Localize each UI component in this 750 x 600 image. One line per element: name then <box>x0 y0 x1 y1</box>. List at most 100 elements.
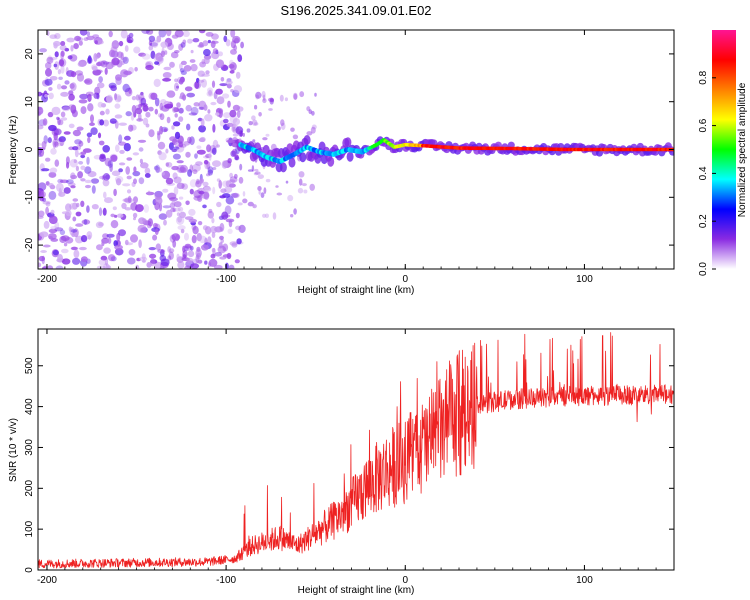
noise-blob <box>50 226 58 230</box>
noise-blob <box>254 171 261 175</box>
noise-blob <box>220 188 227 193</box>
noise-blob <box>148 247 156 251</box>
y-tick-label: 100 <box>24 520 35 537</box>
noise-blob <box>49 34 57 39</box>
noise-blob <box>158 152 167 161</box>
noise-blob <box>207 109 211 114</box>
noise-blob <box>165 162 173 168</box>
noise-blob <box>165 177 174 185</box>
noise-blob <box>213 264 223 269</box>
noise-blob <box>159 125 164 135</box>
noise-blob <box>47 137 52 144</box>
noise-blob <box>97 101 104 108</box>
noise-blob <box>222 243 229 252</box>
noise-blob <box>45 68 52 77</box>
noise-blob <box>95 69 103 74</box>
noise-blob <box>45 62 52 70</box>
noise-blob <box>52 249 59 256</box>
noise-blob <box>187 169 193 177</box>
noise-blob <box>234 37 240 44</box>
noise-blob <box>180 60 187 66</box>
noise-blob <box>77 61 86 67</box>
noise-blob <box>154 61 160 65</box>
noise-blob <box>86 205 90 213</box>
noise-blob <box>46 56 54 64</box>
noise-blob <box>70 185 76 189</box>
noise-blob <box>179 68 185 73</box>
noise-blob <box>287 194 294 202</box>
noise-blob <box>48 228 58 234</box>
noise-blob <box>219 256 227 260</box>
x-tick-label: -100 <box>216 575 236 586</box>
noise-blob <box>210 225 218 234</box>
noise-blob <box>87 103 94 112</box>
noise-blob <box>71 246 78 250</box>
noise-blob <box>171 233 181 241</box>
noise-blob <box>74 70 84 76</box>
x-tick-label: 0 <box>402 575 408 586</box>
noise-blob <box>65 156 70 165</box>
noise-blob <box>149 253 157 259</box>
noise-blob <box>208 208 213 214</box>
noise-blob <box>103 247 111 254</box>
noise-blob <box>196 145 202 149</box>
noise-blob <box>235 225 242 231</box>
colorbar-tick-label: 0.2 <box>698 214 709 228</box>
noise-blob <box>153 53 163 62</box>
noise-blob <box>158 30 167 38</box>
noise-blob <box>172 106 177 113</box>
noise-blob <box>219 83 228 87</box>
noise-blob <box>114 244 123 250</box>
noise-blob <box>157 249 166 254</box>
noise-blob <box>298 171 305 178</box>
noise-blob <box>75 165 79 172</box>
x-tick-label: -200 <box>37 575 57 586</box>
noise-blob <box>169 234 176 243</box>
noise-blob <box>177 261 185 269</box>
noise-blob <box>110 44 119 49</box>
noise-blob <box>178 142 184 148</box>
noise-blob <box>38 124 44 130</box>
noise-blob <box>59 138 65 147</box>
noise-blob <box>60 65 65 74</box>
noise-blob <box>122 56 129 64</box>
noise-blob <box>61 258 71 265</box>
noise-blob <box>161 171 165 176</box>
noise-blob <box>180 70 187 75</box>
noise-blob <box>48 190 57 200</box>
noise-blob <box>50 238 59 242</box>
noise-blob <box>262 213 267 218</box>
noise-blob <box>152 222 158 229</box>
colorbar-tick-label: 0.6 <box>698 118 709 132</box>
noise-blob <box>214 112 220 116</box>
noise-blob <box>227 158 232 164</box>
colorbar: 0.0 0.2 0.4 0.6 0.8 Normalized spectral ampl… <box>698 30 748 276</box>
noise-blob <box>229 172 234 178</box>
noise-blob <box>179 164 188 173</box>
noise-blob <box>197 70 205 77</box>
noise-blob <box>162 77 172 82</box>
noise-blob <box>293 208 297 215</box>
x-tick-label: 100 <box>576 274 593 285</box>
noise-blob <box>48 124 57 132</box>
noise-blob <box>150 92 158 101</box>
noise-blob <box>157 141 166 150</box>
noise-blob <box>48 87 53 91</box>
noise-blob <box>58 187 62 197</box>
noise-blob <box>80 151 87 155</box>
noise-blob <box>190 49 194 54</box>
noise-blob <box>55 265 64 269</box>
noise-blob <box>223 35 228 43</box>
noise-blob <box>114 94 122 103</box>
noise-blob <box>70 45 74 52</box>
noise-blob <box>76 202 80 208</box>
noise-blob <box>176 160 184 164</box>
x-tick-label: 0 <box>402 274 408 285</box>
signal-halo <box>299 152 307 163</box>
noise-blob <box>105 108 110 115</box>
noise-blob <box>171 200 176 205</box>
noise-blob <box>184 232 189 241</box>
noise-blob <box>84 78 93 85</box>
noise-blob <box>257 186 262 191</box>
